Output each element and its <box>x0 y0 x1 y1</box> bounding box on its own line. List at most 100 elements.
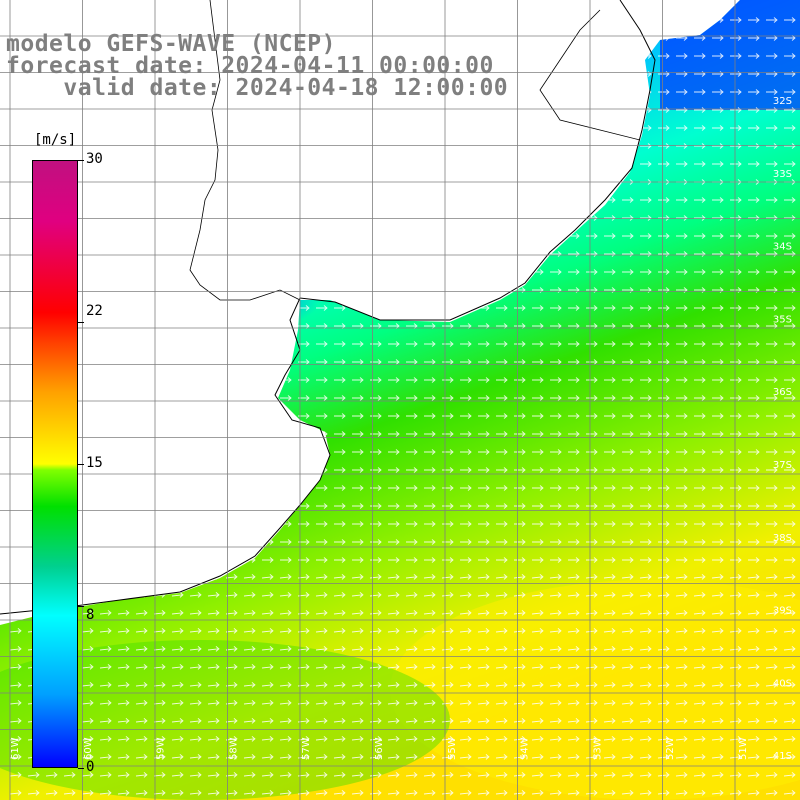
wind-arrow <box>478 125 490 131</box>
wind-arrow <box>315 682 328 688</box>
wind-arrow <box>171 700 184 706</box>
wind-arrow <box>766 467 778 473</box>
wind-arrow <box>532 467 544 473</box>
wind-arrow <box>10 539 22 545</box>
wind-arrow <box>388 197 400 203</box>
wind-arrow <box>640 503 652 509</box>
wind-arrow <box>495 592 508 598</box>
wind-arrow <box>730 467 742 473</box>
wind-arrow <box>496 125 508 131</box>
wind-arrow <box>658 17 670 23</box>
wind-arrow <box>63 790 76 796</box>
wind-arrow <box>279 664 292 670</box>
colorbar-tickmark <box>78 605 84 607</box>
wind-arrow <box>442 503 454 509</box>
wind-arrow <box>262 17 274 23</box>
wind-arrow <box>730 17 742 23</box>
wind-arrow <box>514 449 526 455</box>
wind-arrow <box>208 395 220 401</box>
wind-arrow <box>262 467 274 473</box>
wind-arrow <box>244 233 256 239</box>
wind-arrow <box>423 610 436 616</box>
wind-arrow <box>352 377 364 383</box>
wind-arrow <box>603 754 616 760</box>
wind-arrow <box>748 107 760 113</box>
wind-arrow <box>622 539 634 545</box>
wind-arrow <box>622 377 634 383</box>
wind-arrow <box>406 557 418 563</box>
wind-arrow <box>460 233 472 239</box>
wind-arrow <box>117 790 130 796</box>
wind-arrow <box>442 125 454 131</box>
wind-arrow <box>694 107 706 113</box>
wind-arrow <box>172 521 184 527</box>
wind-arrow <box>748 197 760 203</box>
wind-arrow <box>117 664 130 670</box>
wind-arrow <box>748 143 760 149</box>
wind-arrow <box>387 682 400 688</box>
wind-arrow <box>676 359 688 365</box>
wind-arrow <box>514 53 526 59</box>
wind-arrow <box>478 521 490 527</box>
wind-arrow <box>658 557 670 563</box>
wind-arrow <box>388 269 400 275</box>
wind-arrow <box>10 431 22 437</box>
wind-arrow <box>280 359 292 365</box>
wind-arrow <box>784 215 796 221</box>
wind-arrow <box>568 467 580 473</box>
wind-arrow <box>604 89 616 95</box>
wind-arrow <box>676 305 688 311</box>
wind-arrow <box>766 107 778 113</box>
wind-arrow <box>369 754 382 760</box>
wind-arrow <box>82 413 94 419</box>
wind-arrow <box>639 736 652 742</box>
wind-arrow <box>136 539 148 545</box>
wind-arrow <box>622 17 634 23</box>
wind-arrow <box>747 574 760 580</box>
wind-arrow <box>693 682 706 688</box>
wind-arrow <box>784 17 796 23</box>
wind-arrow <box>712 215 724 221</box>
wind-arrow <box>370 395 382 401</box>
wind-arrow <box>604 107 616 113</box>
wind-arrow <box>676 503 688 509</box>
wind-arrow <box>190 503 202 509</box>
wind-arrow <box>766 233 778 239</box>
wind-arrow <box>370 107 382 113</box>
wind-arrow <box>442 377 454 383</box>
wind-arrow <box>712 125 724 131</box>
wind-arrow <box>154 467 166 473</box>
wind-arrow <box>46 125 58 131</box>
wind-arrow <box>424 233 436 239</box>
wind-arrow <box>315 610 328 616</box>
wind-arrow <box>586 521 598 527</box>
wind-arrow <box>694 53 706 59</box>
wind-arrow <box>279 718 292 724</box>
longitude-label: 51W <box>738 737 749 760</box>
wind-arrow <box>279 772 292 778</box>
wind-arrow <box>82 449 94 455</box>
wind-arrow <box>423 718 436 724</box>
wind-arrow <box>550 143 562 149</box>
wind-arrow <box>784 395 796 401</box>
wind-arrow <box>568 557 580 563</box>
wind-arrow <box>334 485 346 491</box>
wind-arrow <box>370 143 382 149</box>
wind-arrow <box>244 377 256 383</box>
wind-arrow <box>406 143 418 149</box>
wind-arrow <box>478 269 490 275</box>
wind-arrow <box>280 557 292 563</box>
wind-arrow <box>712 557 724 563</box>
wind-arrow <box>730 89 742 95</box>
wind-arrow <box>675 610 688 616</box>
wind-arrow <box>730 503 742 509</box>
wind-arrow <box>352 269 364 275</box>
wind-arrow <box>333 682 346 688</box>
wind-arrow <box>460 305 472 311</box>
wind-arrow <box>532 125 544 131</box>
wind-arrow <box>352 107 364 113</box>
wind-arrow <box>261 754 274 760</box>
wind-arrow <box>675 592 688 598</box>
wind-arrow <box>334 359 346 365</box>
wind-arrow <box>244 341 256 347</box>
